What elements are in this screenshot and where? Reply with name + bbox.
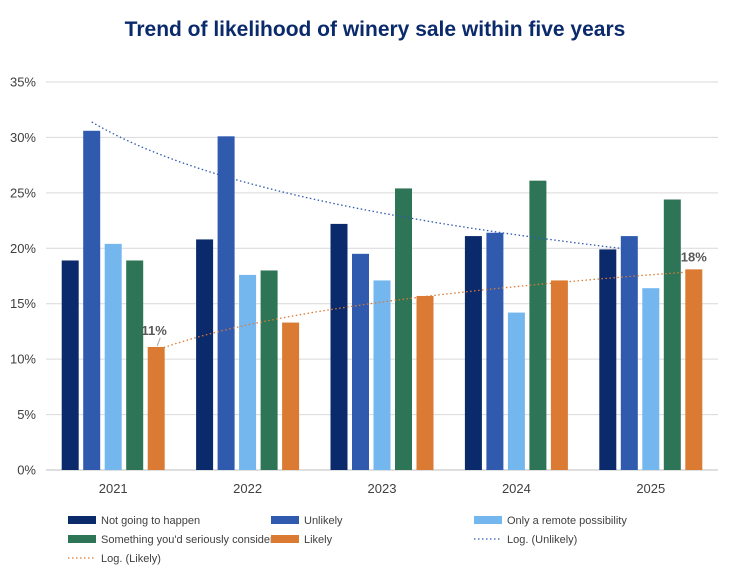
y-tick-label: 35% bbox=[10, 75, 36, 90]
bar-something-you-d-seriously-consider-2021 bbox=[126, 260, 144, 470]
bar-not-going-to-happen-2024 bbox=[464, 236, 482, 470]
bar-only-a-remote-possibility-2022 bbox=[239, 274, 257, 470]
bar-likely-2025 bbox=[685, 269, 703, 470]
bar-something-you-d-seriously-consider-2024 bbox=[529, 180, 547, 471]
bar-unlikely-2021 bbox=[83, 130, 101, 470]
x-tick-label: 2025 bbox=[636, 481, 665, 496]
trendlines bbox=[91, 121, 694, 351]
bar-only-a-remote-possibility-2024 bbox=[507, 312, 525, 470]
legend-swatch bbox=[271, 535, 299, 543]
x-tick-label: 2024 bbox=[502, 481, 531, 496]
bar-unlikely-2024 bbox=[486, 232, 504, 470]
bar-only-a-remote-possibility-2021 bbox=[104, 243, 122, 470]
bar-something-you-d-seriously-consider-2023 bbox=[395, 188, 412, 470]
bars bbox=[61, 130, 703, 471]
bar-something-you-d-seriously-consider-2022 bbox=[260, 270, 278, 470]
data-labels: 11% 18% bbox=[142, 249, 707, 347]
legend-label: Log. (Likely) bbox=[101, 553, 161, 565]
legend-swatch bbox=[474, 516, 502, 524]
chart-title: Trend of likelihood of winery sale withi… bbox=[125, 18, 626, 41]
bar-not-going-to-happen-2022 bbox=[196, 239, 214, 470]
y-tick-label: 30% bbox=[10, 130, 36, 145]
legend: Not going to happen Unlikely Only a remote… bbox=[68, 515, 627, 565]
legend-label: Likely bbox=[304, 534, 333, 546]
bar-something-you-d-seriously-consider-2025 bbox=[663, 199, 681, 470]
legend-swatch bbox=[271, 516, 299, 524]
y-tick-label: 25% bbox=[10, 185, 36, 200]
bar-not-going-to-happen-2021 bbox=[61, 260, 79, 470]
trendline-unlikely bbox=[91, 121, 630, 251]
bar-likely-2023 bbox=[416, 295, 434, 470]
bar-likely-2022 bbox=[282, 322, 300, 470]
legend-label: Log. (Unlikely) bbox=[507, 534, 577, 546]
x-tick-label: 2022 bbox=[233, 481, 262, 496]
trendline-likely bbox=[155, 270, 694, 351]
y-tick-label: 0% bbox=[17, 463, 36, 478]
bar-unlikely-2023 bbox=[352, 253, 369, 470]
bar-unlikely-2025 bbox=[620, 236, 638, 470]
y-tick-label: 15% bbox=[10, 296, 36, 311]
bar-only-a-remote-possibility-2023 bbox=[373, 280, 391, 470]
data-label: 11% bbox=[142, 323, 168, 338]
legend-label: Only a remote possibility bbox=[507, 515, 627, 527]
legend-swatch bbox=[68, 516, 96, 524]
data-label: 18% bbox=[681, 249, 707, 264]
bar-unlikely-2022 bbox=[217, 136, 235, 470]
legend-label: Unlikely bbox=[304, 515, 343, 527]
legend-label: Something you'd seriously consider bbox=[101, 534, 274, 546]
bar-not-going-to-happen-2025 bbox=[599, 249, 617, 470]
data-label-leader bbox=[156, 337, 161, 347]
x-tick-label: 2021 bbox=[99, 481, 128, 496]
bar-likely-2021 bbox=[147, 346, 165, 470]
legend-swatch bbox=[68, 535, 96, 543]
y-tick-label: 10% bbox=[10, 352, 36, 367]
bar-not-going-to-happen-2023 bbox=[330, 223, 348, 470]
y-tick-label: 5% bbox=[17, 407, 36, 422]
bar-likely-2024 bbox=[550, 280, 568, 470]
y-tick-label: 20% bbox=[10, 241, 36, 256]
bar-only-a-remote-possibility-2025 bbox=[642, 288, 660, 470]
y-axis-ticks: 0% 5% 10% 15% 20% 25% 30% 35% bbox=[10, 75, 36, 478]
x-tick-label: 2023 bbox=[368, 481, 397, 496]
legend-label: Not going to happen bbox=[101, 515, 200, 527]
x-axis-ticks: 2021 2022 2023 2024 2025 bbox=[99, 481, 666, 496]
